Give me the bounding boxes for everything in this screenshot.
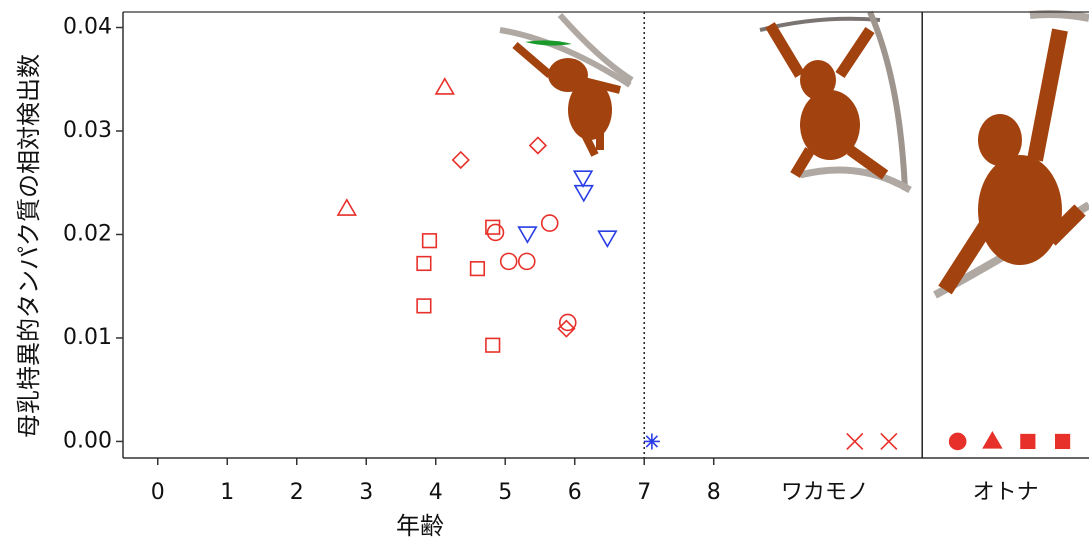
decoration xyxy=(500,12,1089,295)
point xyxy=(542,215,558,231)
y-tick-label: 0.01 xyxy=(63,325,112,350)
y-tick-label: 0.04 xyxy=(63,15,112,40)
point xyxy=(574,171,592,186)
point xyxy=(599,231,617,246)
point xyxy=(338,200,356,215)
point xyxy=(881,433,897,449)
point xyxy=(950,433,966,449)
x-tick-label: 8 xyxy=(707,480,721,505)
point xyxy=(436,79,454,94)
point xyxy=(644,433,660,449)
chart: 母乳特異的タンパク質の相対検出数 年齢 0.00 0.01 0.02 0.03 0.04… xyxy=(0,0,1089,543)
point xyxy=(575,186,593,201)
x-tick-label: 6 xyxy=(568,480,582,505)
y-axis-title: 母乳特異的タンパク質の相対検出数 xyxy=(15,54,43,438)
x-tick-label: 2 xyxy=(290,480,304,505)
point xyxy=(530,137,546,153)
point xyxy=(1056,435,1070,449)
y-tick-label: 0.02 xyxy=(63,221,112,246)
x-tick-label: 7 xyxy=(637,480,651,505)
point xyxy=(519,227,537,242)
x-tick-label: 4 xyxy=(429,480,443,505)
point xyxy=(417,299,431,313)
y-tick-label: 0.00 xyxy=(63,428,112,453)
y-tick-label: 0.03 xyxy=(63,118,112,143)
point xyxy=(984,433,1002,448)
x-tick-label: 5 xyxy=(498,480,512,505)
x-tick-label: 1 xyxy=(220,480,234,505)
point xyxy=(1021,435,1035,449)
point xyxy=(488,224,504,240)
x-axis-title: 年齢 xyxy=(396,512,444,540)
point xyxy=(519,253,535,269)
point xyxy=(486,338,500,352)
x-tick-label: オトナ xyxy=(973,480,1039,505)
point xyxy=(471,262,485,276)
point xyxy=(417,257,431,271)
point xyxy=(423,234,437,248)
x-tick-label: ワカモノ xyxy=(781,480,869,505)
x-tick-label: 3 xyxy=(359,480,373,505)
point xyxy=(501,253,517,269)
point xyxy=(847,433,863,449)
point xyxy=(453,152,469,168)
x-tick-label: 0 xyxy=(151,480,165,505)
